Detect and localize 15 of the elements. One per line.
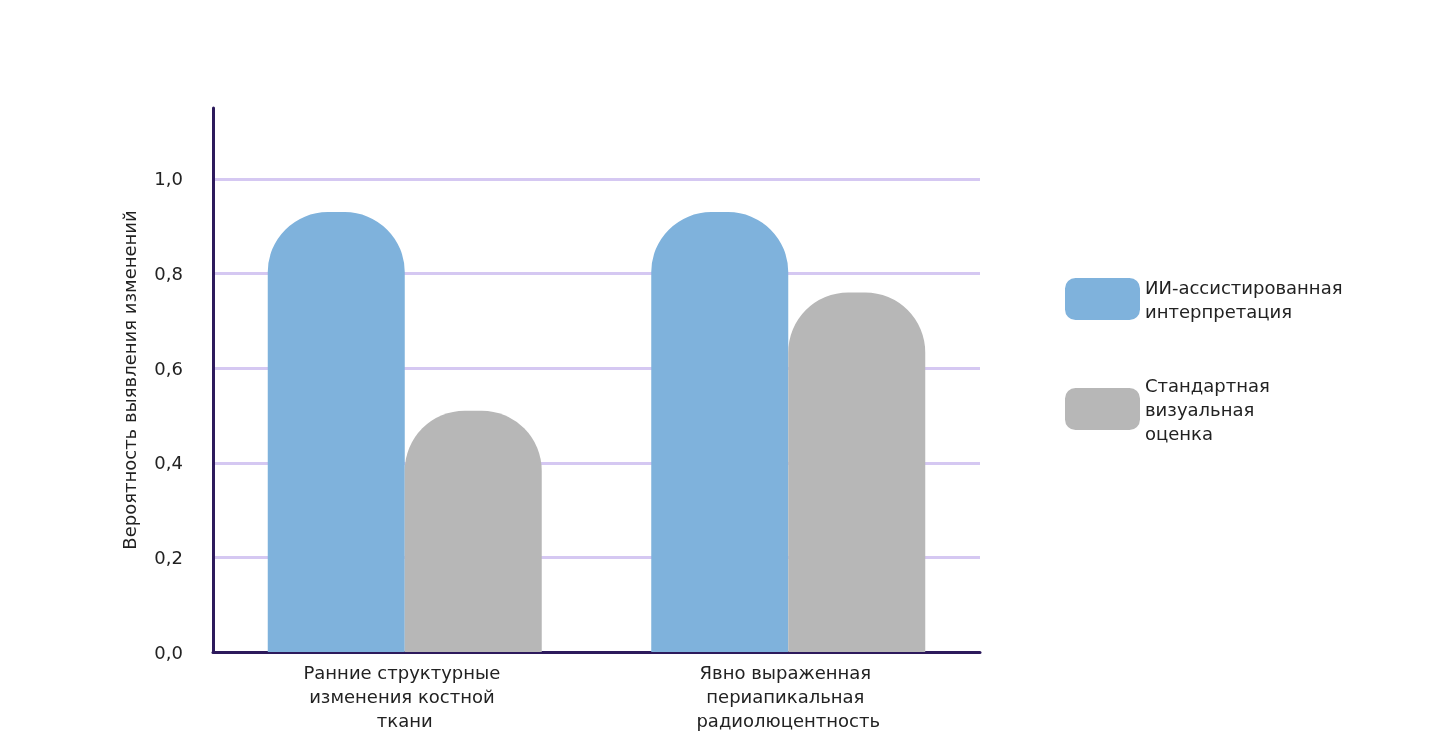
y-axis-title: Вероятность выявления изменений: [118, 210, 140, 550]
y-tick-label: 0,4: [154, 452, 183, 474]
bar: [788, 292, 926, 652]
y-tick-label: 0,6: [154, 357, 183, 379]
bar: [404, 410, 542, 652]
bar: [651, 212, 789, 652]
x-tick-label: Ранние структурные изменения костной ткани: [303, 661, 507, 731]
y-tick-label: 0,8: [154, 263, 183, 285]
bar: [267, 212, 405, 652]
legend-label: Стандартная визуальная оценка: [1145, 374, 1270, 444]
y-tick-label: 1,0: [154, 168, 183, 190]
x-tick-label: Явно выраженная периапикальная радиолюцентность: [696, 661, 881, 731]
legend-label: ИИ-ассистированная интерпретация: [1145, 276, 1343, 322]
y-tick-label: 0,2: [154, 546, 183, 568]
y-tick-label: 0,0: [154, 641, 183, 663]
